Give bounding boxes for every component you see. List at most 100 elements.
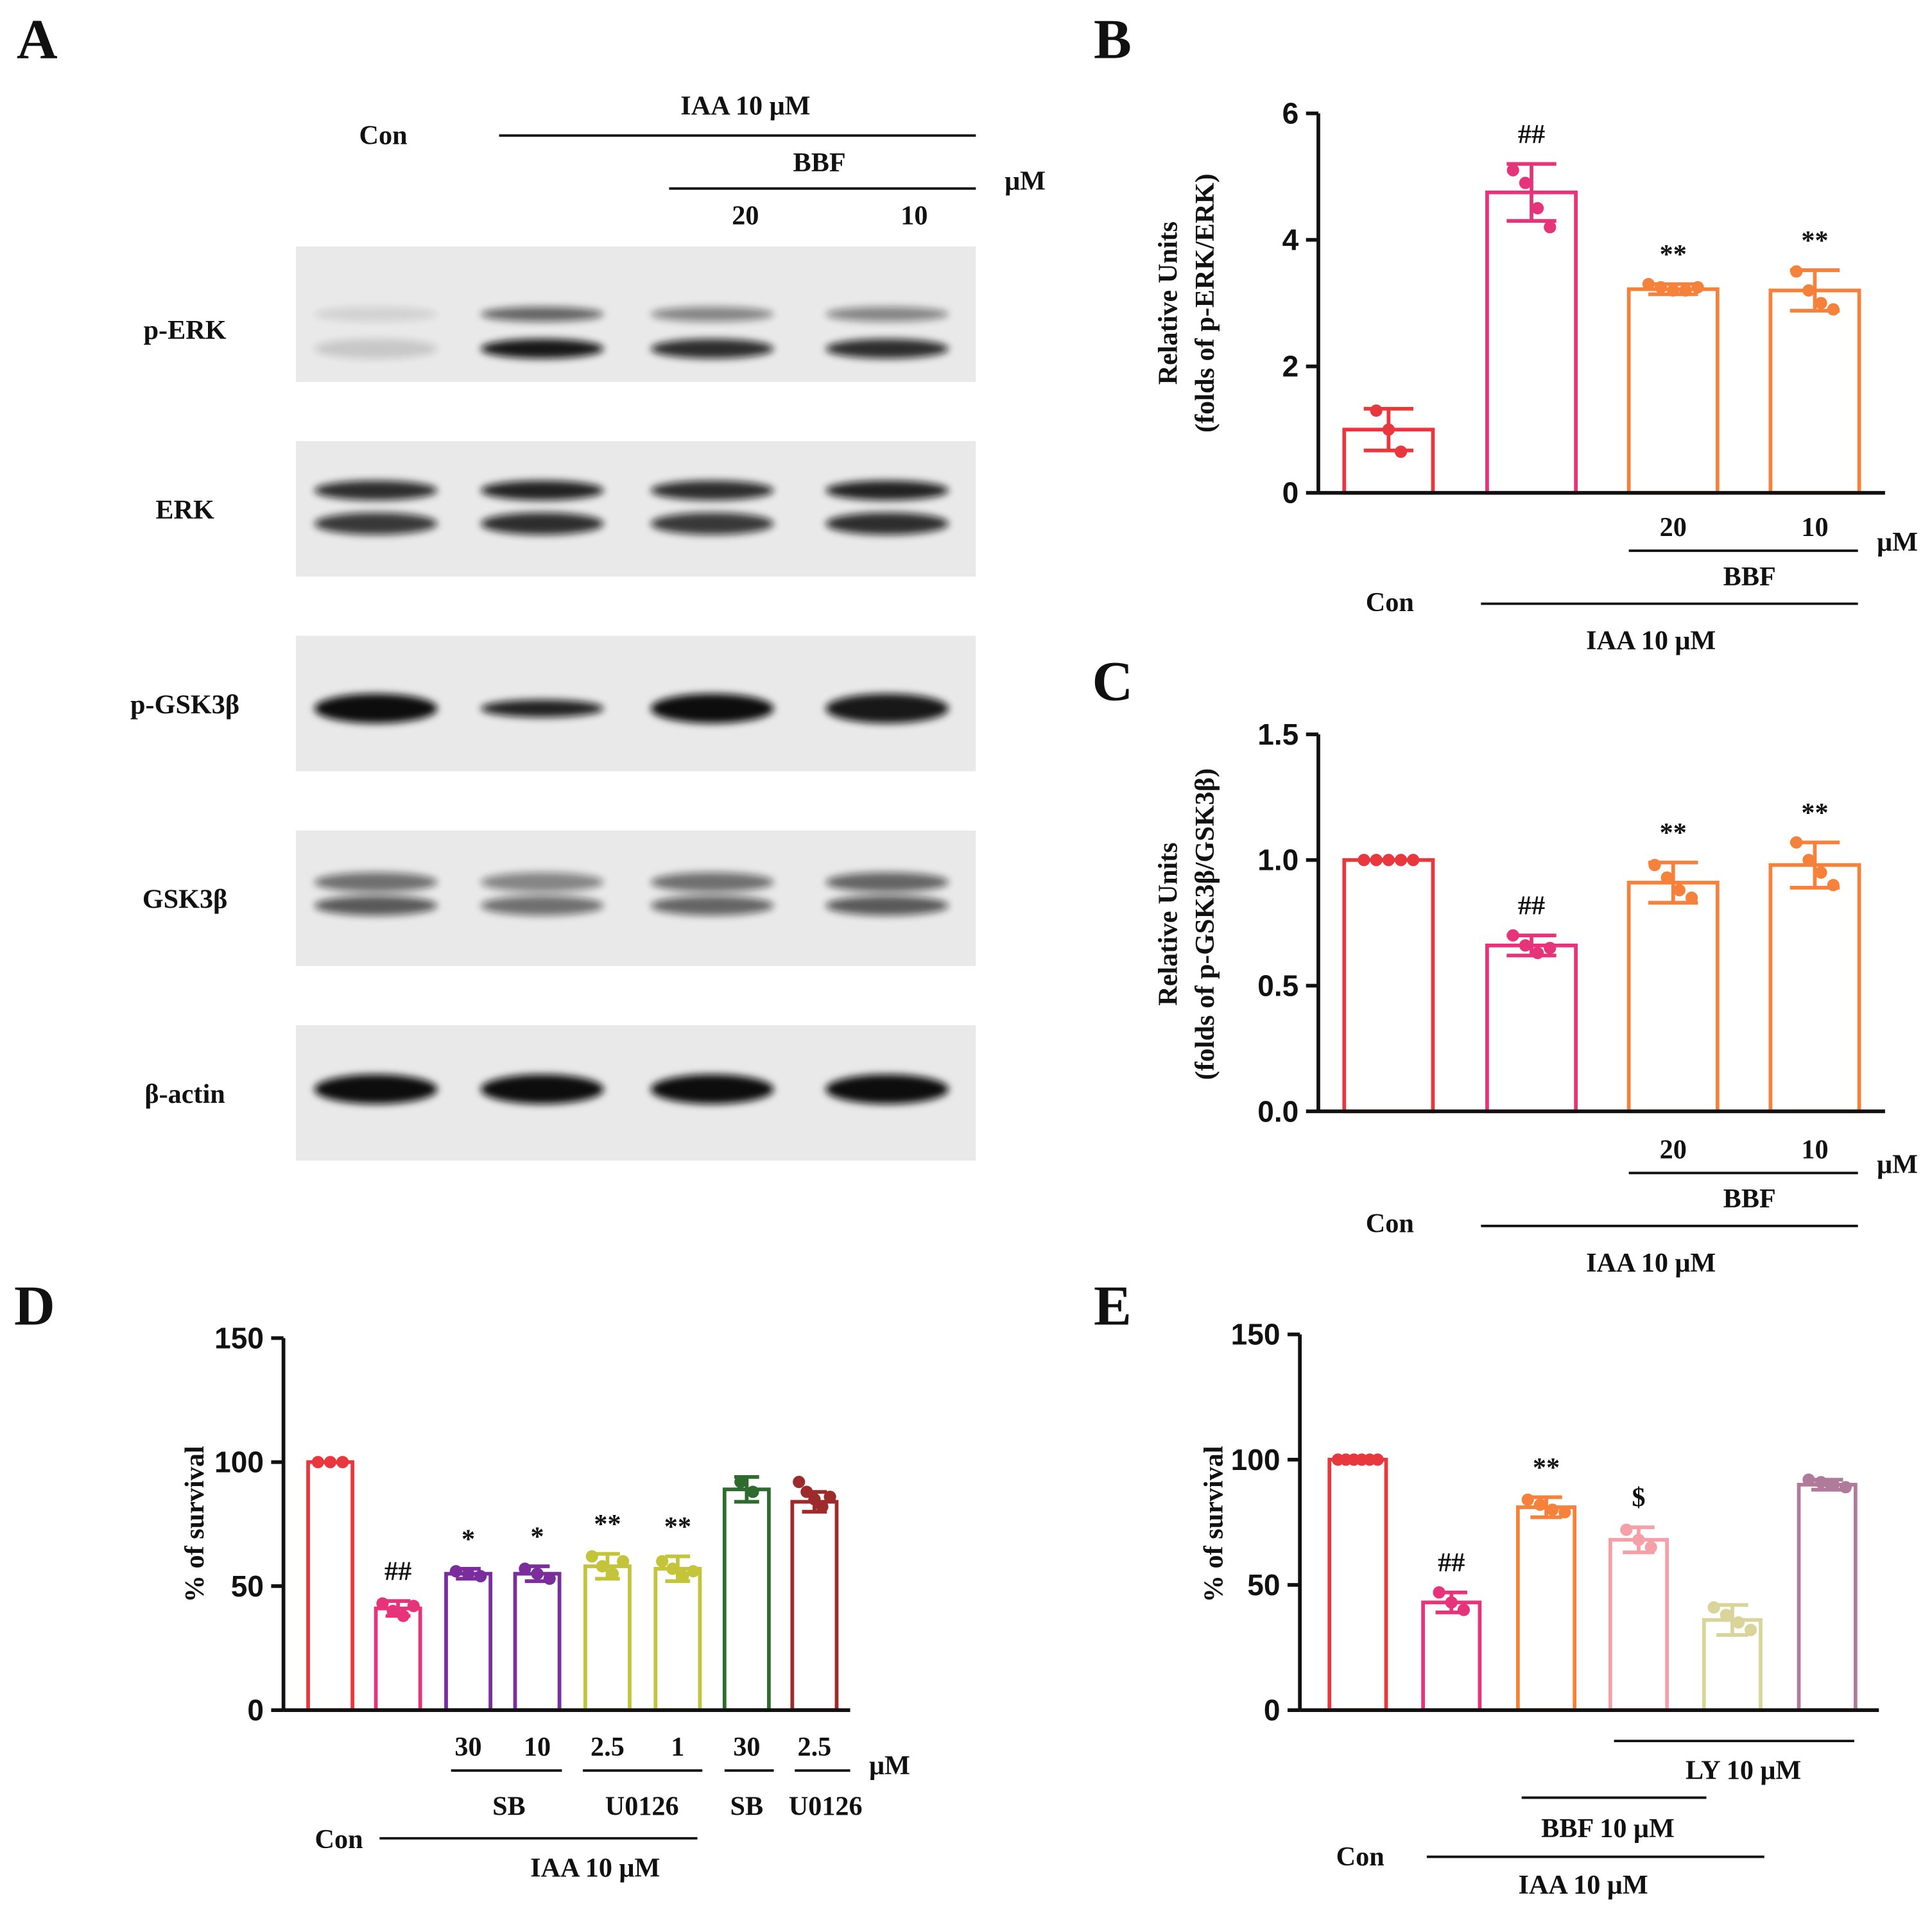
significance: ** (1533, 1453, 1560, 1483)
data-point (1648, 858, 1661, 872)
blot-band (480, 872, 604, 892)
y-tick-label: 50 (231, 1569, 264, 1603)
data-point (1732, 1616, 1745, 1629)
x-tick-label: Con (1366, 587, 1414, 618)
blot-band (825, 512, 949, 535)
data-point (1620, 1523, 1633, 1536)
data-point (1407, 854, 1420, 867)
blot-strip (295, 441, 976, 577)
significance: ## (384, 1557, 411, 1587)
y-tick-label: 0.0 (1257, 1094, 1298, 1128)
x-tick-label: Con (1366, 1208, 1414, 1238)
data-point (386, 1604, 399, 1618)
blot-band (825, 872, 949, 892)
bar (1342, 858, 1435, 1114)
unit-label: μM (869, 1751, 910, 1781)
blot-band (314, 306, 438, 322)
bar (1797, 1483, 1858, 1713)
data-point (311, 1456, 324, 1469)
y-tick-label: 100 (214, 1446, 264, 1479)
y-tick-label: 1.5 (1257, 718, 1298, 751)
y-axis-label: % of survival (180, 1446, 210, 1602)
y-tick-label: 150 (1231, 1318, 1281, 1351)
data-point (734, 1476, 747, 1489)
blot-band (480, 512, 604, 535)
data-point (1815, 866, 1827, 879)
data-point (1745, 1623, 1757, 1636)
significance: ## (1518, 891, 1545, 921)
blot-band (480, 480, 604, 501)
data-point (1632, 1534, 1645, 1546)
data-point (397, 1609, 410, 1622)
significance: ## (1518, 119, 1545, 150)
blot-band (650, 872, 774, 892)
data-point (1827, 1478, 1840, 1491)
blot-dose: 20 (732, 200, 759, 230)
blot-band (825, 1074, 949, 1104)
blot-band (650, 306, 774, 322)
error-bar (1506, 162, 1557, 223)
bar (1768, 863, 1861, 1114)
data-point (376, 1597, 389, 1610)
data-point (1802, 284, 1815, 297)
y-tick-label: 0 (1264, 1693, 1281, 1727)
y-tick-label: 0 (247, 1693, 264, 1727)
data-point (1642, 278, 1655, 291)
bar (513, 1571, 562, 1713)
data-point (1394, 445, 1408, 458)
blot-band (314, 512, 438, 535)
data-point (800, 1485, 813, 1498)
data-point (656, 1555, 669, 1568)
bar (1626, 287, 1720, 495)
unit-label: μM (1877, 1149, 1918, 1179)
y-tick-label: 2 (1282, 350, 1299, 383)
group-label: IAA 10 μM (1586, 1248, 1716, 1278)
x-tick-label: 30 (733, 1732, 760, 1762)
data-point (1802, 1473, 1815, 1486)
data-point (1691, 281, 1704, 294)
data-point (461, 1567, 475, 1580)
blot-band (480, 306, 604, 322)
blot-row-label: p-GSK3β (130, 689, 239, 720)
data-point (1531, 202, 1544, 214)
y-tick-label: 100 (1231, 1443, 1281, 1476)
x-tick-label: 2.5 (798, 1732, 832, 1762)
data-point (531, 1567, 544, 1580)
y-tick-label: 6 (1282, 97, 1299, 130)
y-tick-label: 4 (1282, 223, 1299, 257)
group-label: U0126 (605, 1791, 679, 1821)
y-axis-label: % of survival (1198, 1446, 1229, 1602)
data-point (519, 1562, 531, 1575)
bar (722, 1487, 771, 1713)
data-point (1382, 854, 1395, 867)
bar (790, 1500, 839, 1713)
data-point (1654, 281, 1668, 294)
x-tick-label: Con (1336, 1842, 1384, 1872)
y-tick-label: 1.0 (1257, 843, 1298, 877)
data-point (1839, 1481, 1852, 1494)
bar (444, 1571, 492, 1713)
data-point (617, 1555, 630, 1568)
blot-band (650, 512, 774, 535)
data-point (606, 1567, 619, 1580)
data-point (1358, 854, 1370, 867)
panel-label: C (1092, 650, 1134, 713)
significance: ** (1801, 798, 1828, 828)
data-point (336, 1456, 349, 1469)
y-tick-label: 0 (1282, 476, 1299, 510)
data-point (1533, 1498, 1547, 1511)
data-point (1720, 1609, 1732, 1621)
data-point (1815, 1476, 1827, 1489)
blot-band (825, 306, 949, 322)
data-point (1660, 871, 1673, 884)
bar (1485, 190, 1578, 495)
x-tick-label: 20 (1660, 1134, 1687, 1164)
y-axis-label: (folds of p-GSK3β/GSK3β) (1190, 768, 1220, 1080)
data-point (1531, 947, 1544, 960)
y-tick-label: 150 (214, 1321, 264, 1354)
data-point (666, 1562, 679, 1575)
blot-band (650, 895, 774, 916)
blot-band (650, 1074, 774, 1104)
blot-dose: 10 (901, 200, 927, 230)
data-point (1382, 423, 1395, 436)
